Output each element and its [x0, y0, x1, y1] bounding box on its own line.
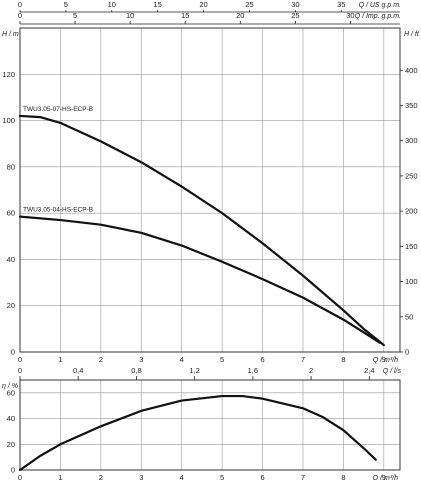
top-axis-tick-label: 35 — [337, 0, 345, 9]
y-tick-label: 60 — [7, 209, 15, 218]
x-tick-label: 2 — [99, 355, 103, 364]
top-axis-tick-label: 5 — [73, 11, 77, 20]
x-tick-label: 7 — [301, 473, 305, 480]
y-tick-label: 100 — [2, 116, 15, 125]
top-axis-tick-label: 20 — [236, 11, 244, 20]
plot-frame — [19, 379, 401, 471]
x-tick-label: 8 — [341, 473, 345, 480]
y-tick-label: 40 — [7, 414, 15, 423]
y-axis-label: H / m — [2, 31, 19, 38]
y2-tick-label: 200 — [405, 207, 418, 216]
y2-tick-label: 0 — [405, 348, 409, 357]
x-tick-label: 0 — [18, 355, 22, 364]
top-axis-label: Q / Imp. g.p.m. — [355, 13, 401, 20]
x-tick-label: 8 — [341, 355, 345, 364]
y-tick-label: 20 — [7, 440, 15, 449]
x-tick-label: 4 — [180, 473, 184, 480]
top-axis-tick-label: 5 — [64, 0, 68, 9]
x-tick-label: 9 — [382, 473, 386, 480]
y2-tick-label: 50 — [405, 312, 413, 321]
top-axis-tick-label: 20 — [199, 0, 207, 9]
y-tick-label: 20 — [7, 301, 15, 310]
top-axis-tick-label: 10 — [126, 11, 134, 20]
top-axis-label: Q / US g.p.m. — [359, 2, 401, 9]
top-axis-tick-label: 2,4 — [364, 366, 374, 375]
y-tick-label: 0 — [11, 466, 15, 475]
top-axis-label: Q / l/s — [383, 368, 402, 375]
y2-tick-label: 350 — [405, 101, 418, 110]
top-axis-tick-label: 30 — [291, 0, 299, 9]
series-label: TWU3.05-04-HS-ECP-B — [23, 207, 93, 214]
x-axis-label: Q / m³/h — [373, 475, 398, 480]
y2-tick-label: 250 — [405, 171, 418, 180]
y-tick-label: 80 — [7, 162, 15, 171]
top-axis-tick-label: 15 — [154, 0, 162, 9]
y-tick-label: 40 — [7, 255, 15, 264]
top-axis-tick-label: 2 — [309, 366, 313, 375]
top-axis-tick-label: 0 — [18, 366, 22, 375]
x-axis-label: Q / m³/h — [373, 357, 398, 364]
top-axis-tick-label: 30 — [346, 11, 354, 20]
y2-tick-label: 400 — [405, 66, 418, 75]
x-tick-label: 1 — [58, 473, 62, 480]
x-tick-label: 5 — [220, 473, 224, 480]
head-curve-2 — [18, 215, 381, 344]
y-axis-label: η / % — [2, 383, 18, 390]
efficiency-panel: 0 1 2 3 4 5 6 7 8 9 0 20 40 60 0 0,4 0,8 1,2 1,6 2 2,4 Q / l/… — [2, 366, 401, 480]
y2-tick-label: 300 — [405, 136, 418, 145]
y-tick-label: 120 — [2, 70, 15, 79]
top-axis-tick-label: 25 — [291, 11, 299, 20]
top-axis-tick-label: 1,2 — [189, 366, 199, 375]
top-axis-tick-label: 0,8 — [131, 366, 141, 375]
top-axis-tick-label: 1,6 — [248, 366, 258, 375]
x-tick-label: 7 — [301, 355, 305, 364]
efficiency-curve — [18, 394, 377, 472]
x-tick-label: 6 — [260, 355, 264, 364]
top-axis-tick-label: 0 — [18, 11, 22, 20]
top-axis-tick-label: 15 — [181, 11, 189, 20]
x-tick-label: 5 — [220, 355, 224, 364]
x-tick-label: 3 — [139, 473, 143, 480]
head-curve-1 — [18, 114, 385, 347]
top-axis-tick-label: 0 — [18, 0, 22, 9]
y2-tick-label: 100 — [405, 277, 418, 286]
series-label: TWU3.05-07-HS-ECP-B — [23, 106, 93, 113]
top-axis-tick-label: 10 — [108, 0, 116, 9]
x-tick-label: 6 — [260, 473, 264, 480]
x-tick-label: 3 — [139, 355, 143, 364]
x-tick-label: 0 — [18, 473, 22, 480]
y-tick-label: 60 — [7, 388, 15, 397]
top-axis-tick-label: 25 — [245, 0, 253, 9]
y-tick-label: 0 — [11, 348, 15, 357]
x-tick-label: 4 — [180, 355, 184, 364]
head-panel: 0 1 2 3 4 5 6 7 8 9020406080100120050100150200250… — [2, 0, 420, 364]
y2-axis-label: H / ft — [404, 31, 420, 38]
x-tick-label: 1 — [58, 355, 62, 364]
x-tick-label: 2 — [99, 473, 103, 480]
top-axis-tick-label: 0,4 — [73, 366, 83, 375]
x-tick-label: 9 — [382, 355, 386, 364]
plot-frame — [19, 27, 401, 353]
y2-tick-label: 150 — [405, 242, 418, 251]
